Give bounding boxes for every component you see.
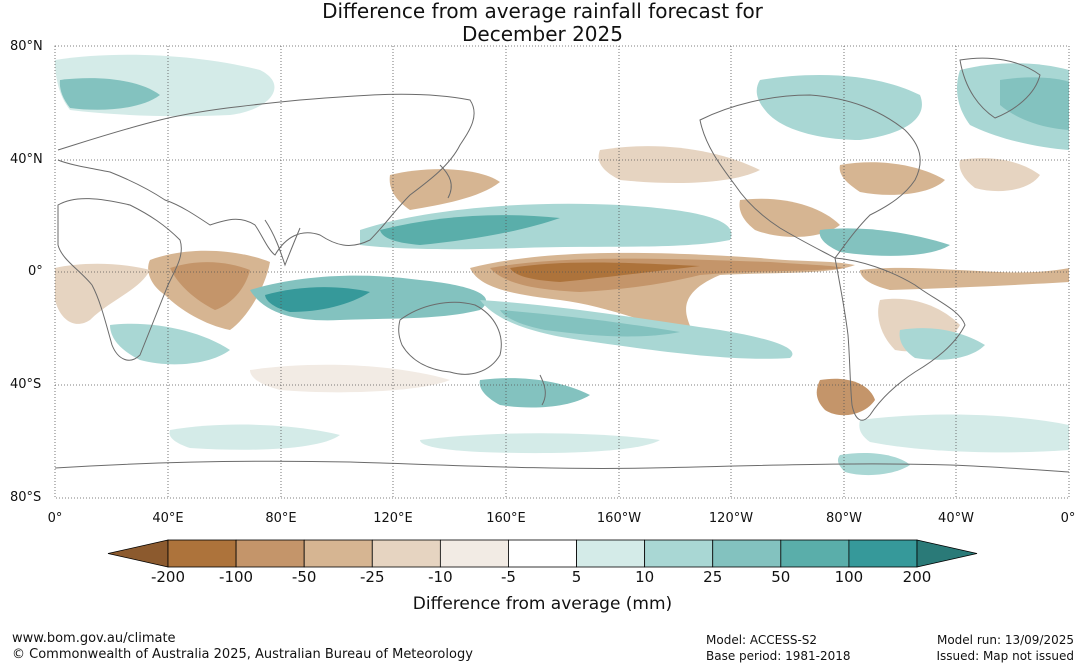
colorbar-tick-label: 5 (571, 568, 582, 586)
coastlines (55, 57, 1069, 473)
colorbar (107, 539, 978, 568)
lon-label-40e: 40°E (152, 511, 184, 526)
colorbar-tick-label: -100 (219, 568, 254, 586)
lon-label-0-east: 0° (1060, 511, 1076, 526)
lat-label-40s: 40°S (10, 377, 42, 392)
colorbar-bin (508, 539, 577, 568)
footer-website[interactable]: www.bom.gov.au/climate (12, 631, 176, 646)
colorbar-extend-high (916, 539, 978, 568)
lon-label-40w: 40°W (938, 511, 974, 526)
lat-label-40n: 40°N (10, 152, 43, 167)
colorbar-bin (712, 539, 782, 568)
lon-label-160e: 160°E (486, 511, 526, 526)
colorbar-tick-label: -10 (428, 568, 453, 586)
colorbar-tick-label: -25 (360, 568, 385, 586)
colorbar-bin (235, 539, 305, 568)
lat-label-0: 0° (28, 264, 43, 279)
footer-issued: Issued: Map not issued (936, 649, 1074, 663)
lon-label-0-west: 0° (47, 511, 63, 526)
lon-label-120w: 120°W (708, 511, 754, 526)
colorbar-bin (303, 539, 373, 568)
colorbar-extend-low (107, 539, 169, 568)
anomaly-field (55, 46, 1069, 498)
footer-model: Model: ACCESS-S2 (706, 633, 818, 647)
colorbar-tick-label: 50 (771, 568, 791, 586)
lon-label-80e: 80°E (265, 511, 297, 526)
lat-label-80n: 80°N (10, 39, 43, 54)
colorbar-bin (848, 539, 918, 568)
colorbar-bin (780, 539, 850, 568)
colorbar-bin (371, 539, 441, 568)
map-title: Difference from average rainfall forecas… (0, 0, 1085, 46)
footer-model-run: Model run: 13/09/2025 (936, 633, 1074, 647)
colorbar-bin (167, 539, 237, 568)
colorbar-title: Difference from average (mm) (412, 594, 673, 614)
lon-label-160w: 160°W (596, 511, 642, 526)
lat-label-80s: 80°S (10, 490, 42, 505)
lon-label-120e: 120°E (373, 511, 413, 526)
colorbar-bin (576, 539, 646, 568)
colorbar-tick-label: 10 (635, 568, 655, 586)
colorbar-tick-label: 100 (834, 568, 864, 586)
graticule (54, 45, 1070, 499)
colorbar-tick-label: 25 (703, 568, 723, 586)
footer-base-period: Base period: 1981-2018 (706, 649, 851, 663)
lon-label-80w: 80°W (826, 511, 862, 526)
colorbar-bin (644, 539, 714, 568)
title-line-1: Difference from average rainfall forecas… (322, 0, 763, 23)
colorbar-tick-label: -200 (150, 568, 186, 586)
title-line-2: December 2025 (462, 22, 623, 46)
colorbar-tick-label: 200 (902, 568, 932, 586)
colorbar-bin (439, 539, 509, 568)
colorbar-tick-label: -5 (500, 568, 516, 586)
colorbar-tick-label: -50 (291, 568, 317, 586)
footer-copyright: © Commonwealth of Australia 2025, Austra… (12, 647, 473, 662)
